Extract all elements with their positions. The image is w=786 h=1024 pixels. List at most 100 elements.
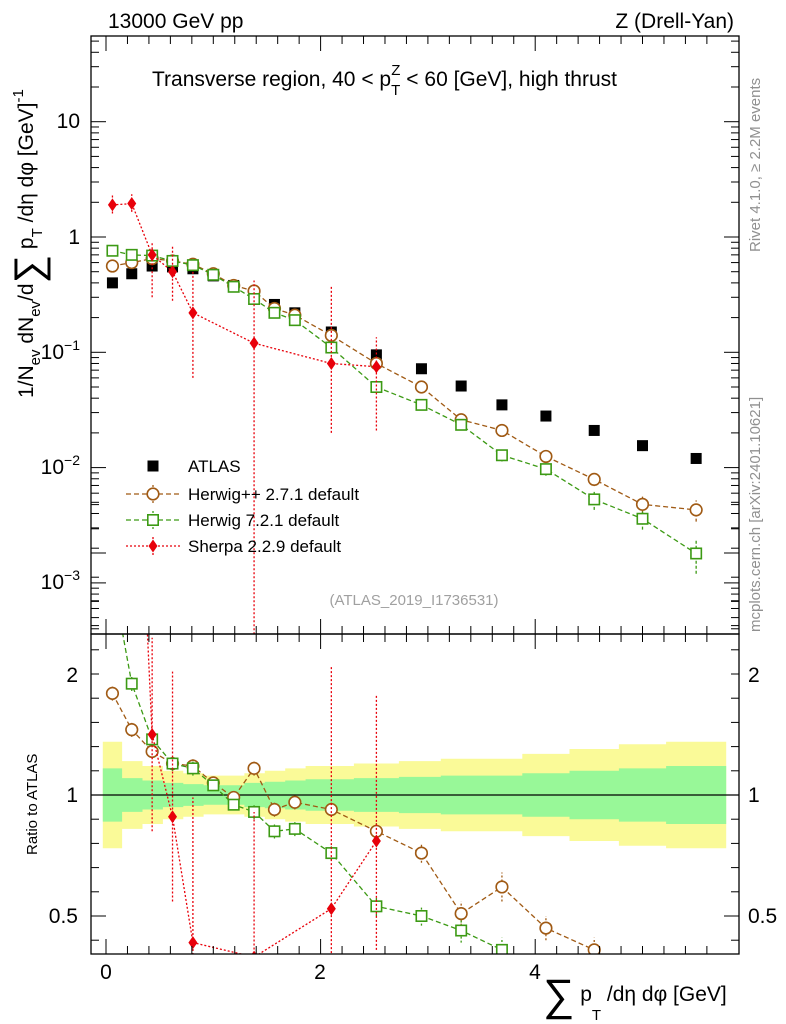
ratio-point — [188, 936, 198, 950]
data-point — [126, 268, 138, 280]
y-tick-label-1e-1: 10−1 — [41, 337, 81, 364]
ratio-point — [268, 825, 281, 838]
ratio-point — [207, 779, 220, 792]
y-tick-label-1e-2: 10−2 — [41, 452, 81, 479]
legend-label: Herwig 7.2.1 default — [188, 511, 339, 530]
ratio-point — [105, 686, 120, 700]
x-tick-4: 4 — [529, 961, 541, 984]
ratio-point — [147, 728, 157, 741]
series-atlas — [106, 260, 702, 464]
main-plot-series — [105, 194, 703, 634]
y-tick-label-1: 1 — [68, 226, 80, 249]
data-point — [370, 381, 383, 394]
ratio-plot-frame — [90, 633, 740, 955]
data-point — [455, 418, 468, 431]
data-point — [690, 452, 702, 464]
axis-ticks — [91, 36, 739, 954]
data-point — [636, 512, 649, 525]
ratio-point — [414, 846, 429, 860]
ratio-point — [125, 677, 138, 690]
data-point — [415, 363, 427, 375]
ratio-point — [454, 906, 468, 921]
ratio-point — [247, 761, 261, 775]
legend-marker — [146, 487, 160, 501]
ratio-tick-2-right: 2 — [748, 664, 760, 687]
data-point — [587, 472, 601, 487]
ratio-point — [324, 802, 338, 817]
ratio-point — [125, 723, 139, 737]
data-point — [125, 248, 138, 261]
ratio-point — [370, 900, 383, 913]
side-text-bottom: mcplots.cern.ch [arXiv:2401.10621] — [747, 397, 764, 632]
ratio-point — [371, 834, 381, 848]
ratio-tick-05-left: 0.5 — [49, 905, 78, 928]
data-point — [635, 497, 650, 511]
side-text-top: Rivet 4.1.0, ≥ 2.2M events — [747, 78, 764, 252]
ratio-point — [495, 880, 509, 894]
data-point — [107, 198, 117, 212]
series-herwig-2-7-1-default — [105, 251, 703, 522]
data-point — [188, 306, 198, 320]
data-point — [227, 280, 240, 293]
ratio-point — [168, 810, 178, 824]
ratio-tick-1-right: 1 — [748, 784, 760, 807]
legend: ATLAS Herwig++ 2.7.1 default Herwig 7.2.1 … — [126, 457, 359, 556]
data-point — [127, 197, 137, 211]
data-point — [495, 423, 509, 438]
data-point — [495, 449, 508, 462]
ratio-point — [288, 795, 302, 809]
legend-entry-herwig-7-2-1-default: Herwig 7.2.1 default — [126, 511, 339, 530]
ratio-tick-05-right: 0.5 — [748, 905, 777, 928]
legend-marker — [147, 460, 159, 472]
data-point — [146, 260, 158, 272]
y-axis-label-ratio: Ratio to ATLAS — [24, 754, 41, 855]
watermark: (ATLAS_2019_I1736531) — [329, 592, 498, 609]
header-right: Z (Drell-Yan) — [615, 10, 734, 33]
series-line — [112, 250, 697, 555]
data-point — [186, 259, 199, 272]
ratio-point — [326, 902, 336, 916]
ratio-point — [455, 924, 468, 937]
data-point — [455, 380, 467, 392]
data-point — [288, 314, 301, 327]
data-point — [690, 547, 703, 560]
ratio-tick-2-left: 2 — [66, 664, 78, 687]
ratio-point — [288, 822, 301, 835]
ratio-y-tick-labels: 2 1 0.5 2 1 0.5 — [49, 664, 777, 928]
data-point — [268, 306, 281, 319]
y-tick-label-1e-3: 10−3 — [41, 567, 81, 594]
legend-label: Sherpa 2.2.9 default — [188, 537, 341, 556]
data-point — [106, 244, 119, 257]
data-point — [540, 410, 552, 422]
data-point — [539, 449, 553, 464]
series-line — [112, 202, 377, 368]
ratio-point — [495, 943, 508, 954]
data-point — [539, 463, 552, 476]
data-point — [207, 268, 220, 281]
data-point — [414, 380, 429, 394]
legend-marker — [147, 513, 160, 526]
ratio-point — [415, 909, 428, 922]
data-point — [371, 360, 381, 374]
data-point — [147, 248, 157, 262]
ratio-tick-1-left: 1 — [66, 784, 78, 807]
ratio-point — [186, 762, 199, 775]
main-y-tick-labels: 10 1 10−1 10−2 10−3 — [41, 110, 81, 594]
ratio-point — [267, 802, 282, 817]
ratio-point — [227, 798, 240, 811]
plot-title: Transverse region, 40 < pTZ < 60 [GeV], … — [152, 62, 617, 99]
header-left: 13000 GeV pp — [108, 10, 243, 33]
ratio-point — [251, 950, 257, 954]
data-point — [105, 259, 120, 273]
data-point — [637, 440, 648, 452]
data-point — [106, 277, 118, 289]
data-point — [249, 336, 259, 350]
data-point — [168, 265, 178, 279]
x-tick-0: 0 — [100, 961, 112, 984]
ratio-plot-series — [105, 634, 601, 954]
legend-entry-atlas: ATLAS — [147, 457, 241, 476]
x-axis-label: ∑ pT /dη dφ [GeV] — [543, 971, 727, 1024]
legend-label: Herwig++ 2.7.1 default — [188, 485, 359, 504]
ratio-series-sherpa-2-2-9-default — [146, 634, 381, 954]
